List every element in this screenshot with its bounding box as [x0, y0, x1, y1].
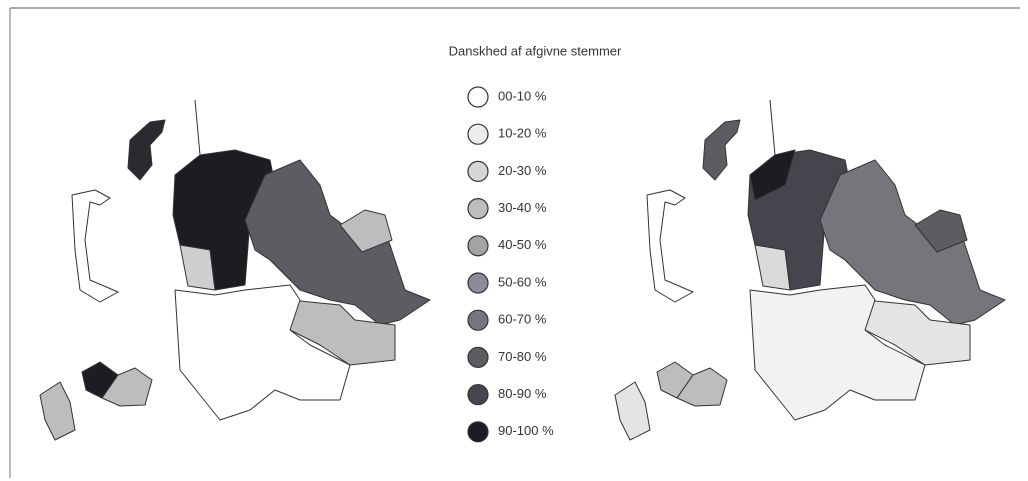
- map-right: [614, 99, 1006, 441]
- region: [614, 381, 651, 441]
- legend-label: 10-20 %: [498, 126, 547, 141]
- legend-swatch: [467, 123, 489, 145]
- legend-label: 00-10 %: [498, 88, 547, 103]
- legend-title: Danskhed af afgivne stemmer: [449, 43, 622, 58]
- region: [289, 299, 396, 366]
- region: [676, 367, 728, 407]
- legend-label: 30-40 %: [498, 200, 547, 215]
- legend-label: 50-60 %: [498, 274, 547, 289]
- legend-swatch: [467, 272, 489, 294]
- legend-swatch: [467, 421, 489, 443]
- legend-swatch: [467, 86, 489, 108]
- region: [749, 149, 796, 201]
- legend-label: 80-90 %: [498, 386, 547, 401]
- region: [39, 381, 76, 441]
- region: [702, 119, 741, 181]
- region: [339, 209, 393, 253]
- region: [914, 209, 968, 253]
- legend-swatch: [467, 384, 489, 406]
- legend-swatch: [467, 198, 489, 220]
- legend-swatch: [467, 309, 489, 331]
- region: [244, 159, 431, 326]
- map-left: [39, 99, 431, 441]
- legend-label: 60-70 %: [498, 312, 547, 327]
- region: [71, 189, 119, 303]
- legend-swatch: [467, 235, 489, 257]
- region: [864, 299, 971, 366]
- legend-label: 90-100 %: [498, 423, 554, 438]
- legend-swatch: [467, 160, 489, 182]
- region: [819, 159, 1006, 326]
- legend-label: 20-30 %: [498, 163, 547, 178]
- region: [127, 119, 166, 181]
- legend-label: 40-50 %: [498, 237, 547, 252]
- region: [179, 244, 216, 291]
- region: [101, 367, 153, 407]
- legend-swatch: [467, 346, 489, 368]
- region: [646, 189, 694, 303]
- region: [749, 284, 926, 421]
- border-line: [194, 99, 201, 156]
- region: [174, 284, 351, 421]
- region: [754, 244, 791, 291]
- legend-label: 70-80 %: [498, 349, 547, 364]
- border-line: [769, 99, 776, 156]
